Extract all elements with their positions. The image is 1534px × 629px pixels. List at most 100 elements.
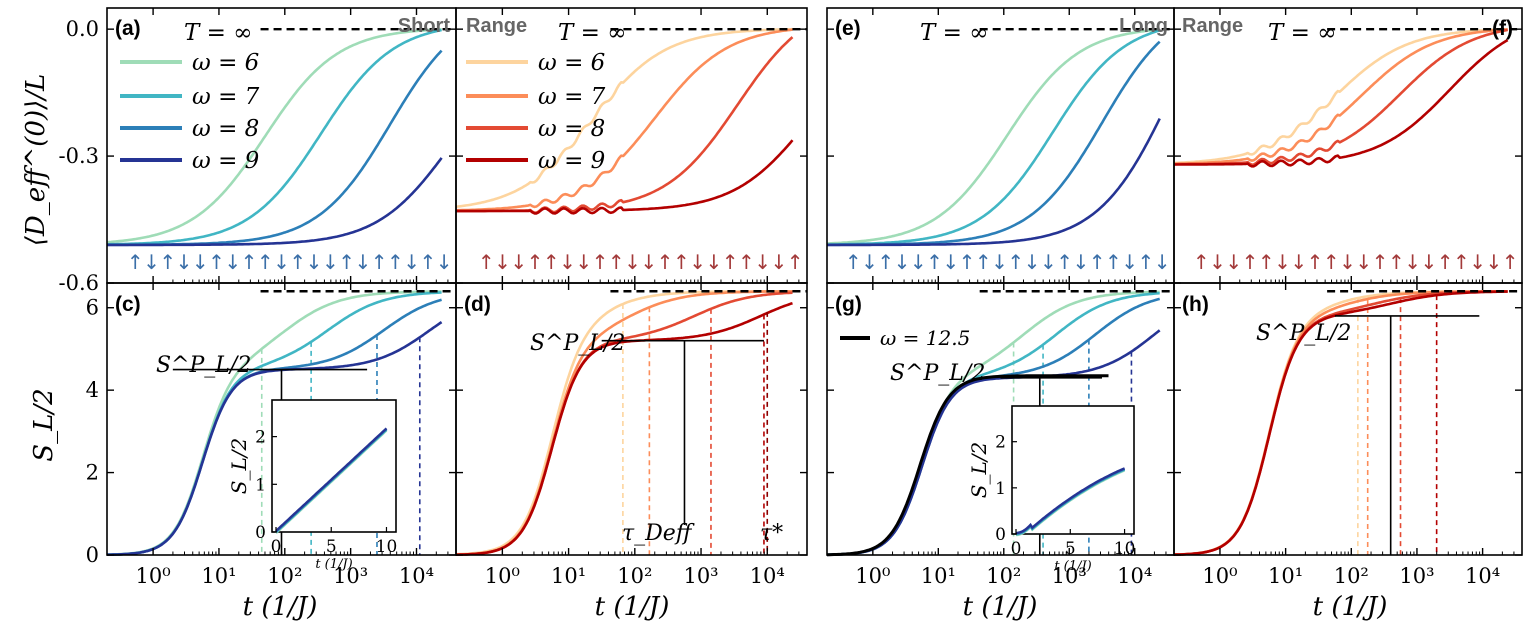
y-tick-label-c: 0 (86, 543, 99, 567)
inset-ytick-label-g: 1 (995, 479, 1006, 499)
inset-xlabel-g: t (1/J) (1054, 559, 1091, 574)
tau-star-label: τ* (760, 521, 783, 546)
panel-label-g: (g) (835, 293, 862, 316)
panel-frame-d (455, 282, 808, 556)
text-layer: ⟨D_eff^(0)⟩/L S_L/2 t (1/J) t (1/J) t (1… (21, 15, 1387, 622)
x-tick-label-h-4: 10⁴ (1465, 564, 1500, 588)
series-line-a-omega-9 (107, 157, 443, 247)
legend-long-omega: ω = 12.5 (840, 326, 970, 350)
long-range-label: Range (1182, 15, 1243, 37)
short-range-label: Range (466, 15, 527, 37)
y-axis-label-bottom: S_L/2 (29, 388, 59, 461)
series-line-e-omega-7 (827, 29, 1161, 246)
panel-label-d: (d) (464, 293, 491, 316)
temperature-label-b: T = ∞ (558, 20, 626, 46)
series-group-f (1173, 28, 1509, 168)
inset-ytick-label-c: 1 (255, 475, 266, 495)
panel-label-e: (e) (835, 17, 861, 40)
series-group-a (106, 28, 443, 247)
x-axis-label-right: t (1/J) (1313, 592, 1388, 622)
tau-deff-label: τ_Deff (622, 521, 695, 546)
legend-red: ω = 6 ω = 7 ω = 8 ω = 9 (466, 50, 606, 174)
inset-line-g-3 (1015, 467, 1126, 535)
series-line-c-omega-9 (107, 321, 443, 556)
series-line-a-omega-6 (106, 28, 442, 244)
inset-xlabel-c: t (1/J) (315, 557, 352, 572)
legend-blue: ω = 6 ω = 7 ω = 8 ω = 9 (120, 50, 260, 174)
x-tick-label-g-3: 10³ (1052, 564, 1087, 588)
x-tick-label-d-4: 10⁴ (750, 564, 785, 588)
inset-xtick-label-c: 5 (326, 537, 337, 557)
series-line-a-omega-8 (107, 49, 443, 247)
y-tick-label-c: 4 (86, 378, 99, 402)
plateau-label-d: S^P_L/2 (530, 331, 625, 356)
inset-xtick-label-g: 0 (1011, 539, 1022, 559)
series-line-f-omega-7 (1173, 28, 1508, 166)
legend-text-red-omega-6: ω = 6 (538, 50, 605, 76)
inset-xtick-label-c: 10 (376, 537, 398, 557)
x-tick-label-h-0: 10⁰ (1202, 564, 1237, 588)
long-label: Long (1119, 15, 1168, 37)
inset-ylabel-g: S_L/2 (967, 442, 991, 498)
x-tick-label-g-4: 10⁴ (1117, 564, 1152, 588)
series-line-b-omega-9 (456, 139, 794, 215)
x-tick-label-g-1: 10¹ (921, 564, 956, 588)
y-tick-label-c: 6 (86, 296, 99, 320)
panel-label-h: (h) (1182, 293, 1209, 316)
spin-config-a: ↑↓↑↓↓↑↓↑↑↓↑↓↓↑↓↑↑↓↑↓ (127, 250, 452, 274)
legend-text-omega-12-5: ω = 12.5 (880, 326, 970, 350)
legend-text-red-omega-9: ω = 9 (538, 148, 605, 174)
series-line-e-omega-8 (827, 40, 1161, 247)
axes-layer: 0.0 -0.3 -0.6 (a) ↑↓↑↓↓↑↓↑↑↓↑↓↓↑↓↑↑↓↑↓ ↑↓↓↑↑↓… (59, 7, 1523, 588)
temperature-label-e: T = ∞ (920, 20, 988, 46)
legend-text-omega-9: ω = 9 (192, 148, 259, 174)
x-tick-label-c-1: 10¹ (201, 564, 236, 588)
series-line-f-omega-8 (1174, 28, 1508, 166)
legend-text-red-omega-8: ω = 8 (538, 116, 605, 142)
x-tick-label-d-1: 10¹ (551, 564, 586, 588)
spin-config-b: ↑↓↓↑↑↓↓↑↑↓↓↑↑↓↓↑↑↓↓↑ (478, 250, 803, 274)
inset-frame-c (271, 399, 397, 533)
inset-xtick-label-g: 5 (1065, 539, 1076, 559)
inset-ytick-label-c: 0 (255, 523, 266, 543)
plateau-label-h: S^P_L/2 (1256, 321, 1351, 346)
series-line-d-omega-9 (456, 301, 793, 556)
y-tick-label-a: -0.3 (59, 144, 100, 168)
y-tick-label-c: 2 (86, 461, 99, 485)
series-group-d (455, 290, 793, 556)
inset-ylabel-c: S_L/2 (227, 438, 251, 494)
x-tick-label-h-2: 10² (1334, 564, 1369, 588)
inset-frame-g (1011, 405, 1135, 535)
x-tick-label-d-2: 10² (617, 564, 652, 588)
temperature-label-a: T = ∞ (184, 20, 252, 46)
inset-xtick-label-c: 0 (271, 537, 282, 557)
x-tick-label-c-3: 10³ (333, 564, 368, 588)
x-axis-label-mid-left: t (1/J) (595, 592, 670, 622)
series-line-f-omega-9 (1174, 38, 1509, 168)
y-tick-label-a: 0.0 (66, 17, 99, 41)
x-tick-label-g-2: 10² (986, 564, 1021, 588)
x-axis-label-mid-right: t (1/J) (963, 592, 1038, 622)
inset-xtick-label-g: 10 (1114, 539, 1136, 559)
inset-line-c-3 (275, 427, 388, 532)
series-line-e-omega-6 (826, 28, 1160, 245)
series-group-e (826, 28, 1161, 247)
spin-config-e: ↑↓↑↓↓↑↓↑↑↓↑↓↓↑↓↑↑↓↑↓ (845, 250, 1170, 274)
plateau-label-c: S^P_L/2 (156, 353, 251, 378)
legend-text-omega-7: ω = 7 (192, 84, 260, 110)
x-tick-label-c-4: 10⁴ (399, 564, 434, 588)
plateau-label-g: S^P_L/2 (890, 361, 985, 386)
panel-label-f: (f) (1492, 17, 1513, 40)
x-tick-label-d-0: 10⁰ (485, 564, 520, 588)
panel-label-c: (c) (115, 293, 141, 316)
x-tick-label-h-3: 10³ (1399, 564, 1434, 588)
inset-ytick-label-c: 2 (255, 428, 266, 448)
panel-label-a: (a) (115, 17, 141, 40)
inset-ytick-label-g: 2 (995, 433, 1006, 453)
short-label: Short (398, 15, 451, 37)
legend-text-omega-6: ω = 6 (192, 50, 259, 76)
x-tick-label-d-3: 10³ (683, 564, 718, 588)
series-line-f-omega-6 (1173, 28, 1508, 165)
legend-text-red-omega-7: ω = 7 (538, 84, 606, 110)
